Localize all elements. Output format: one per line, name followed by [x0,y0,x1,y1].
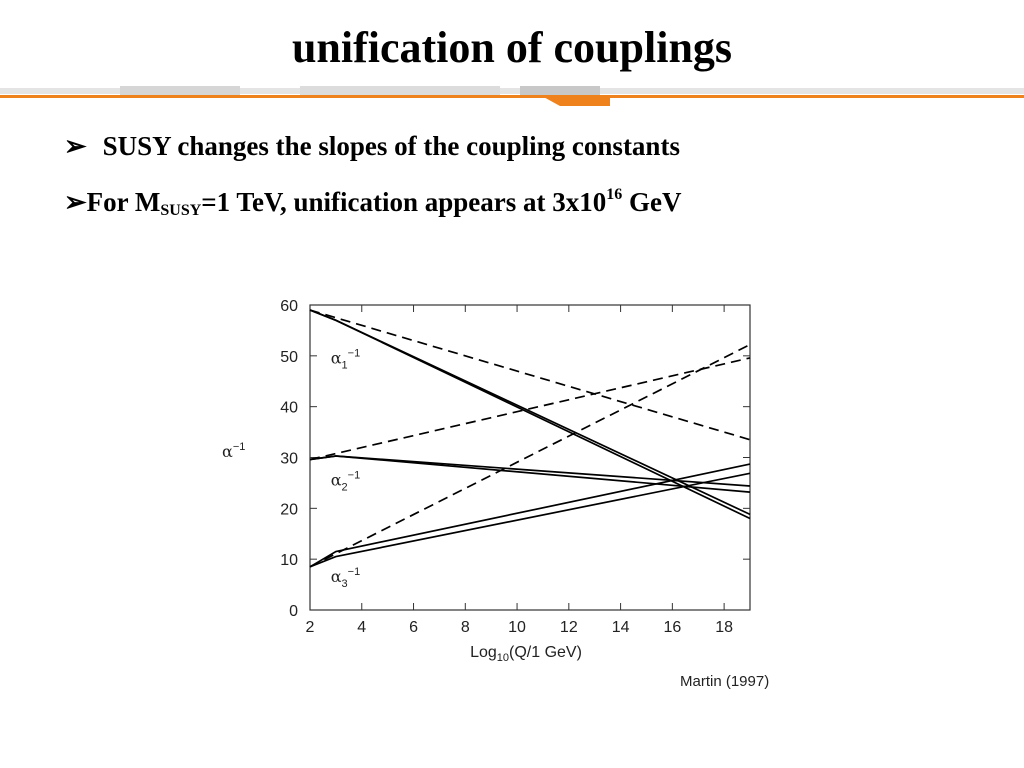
series-line-alpha1-solid [309,309,751,516]
y-tick-label: 50 [280,349,298,366]
series-line-alpha3-dashed [309,343,751,568]
series-label-alpha2: α2−1 [331,469,360,493]
y-tick-label: 40 [280,400,298,417]
series-line-alpha2-solid [309,455,751,487]
x-tick-label: 4 [357,619,366,636]
bullet-text: SUSY changes the slopes of the coupling … [102,131,680,161]
series-label-alpha1: α1−1 [331,347,360,371]
x-tick-label: 10 [508,619,526,636]
slide-title: unification of couplings [291,23,733,72]
bullet-susy-slopes: ➢ SUSY changes the slopes of the coupling… [64,131,680,162]
header-divider-banner [0,86,1024,106]
series-line-alpha3-solid [309,472,751,568]
x-tick-label: 12 [560,619,578,636]
orange-rule [0,95,1024,98]
y-tick-label: 30 [280,451,298,468]
plot-frame [309,304,751,611]
x-tick-label: 18 [715,619,733,636]
x-tick-label: 14 [612,619,630,636]
y-tick-label: 60 [280,298,298,315]
x-tick-label: 8 [461,619,470,636]
x-axis-label: Log10(Q/1 GeV) [470,644,582,664]
series-line-alpha2-dashed [309,357,751,461]
series-line-alpha1-dashed [309,309,751,441]
arrow-bullet-icon: ➢ [64,187,87,217]
chart-credit: Martin (1997) [680,673,769,690]
series-label-alpha3: α3−1 [331,566,360,590]
bullet-unification-scale: ➢For MSUSY=1 TeV, unification appears at… [64,186,682,219]
y-tick-label: 0 [289,603,298,620]
x-tick-label: 6 [409,619,418,636]
series-line-alpha3-solid [309,463,751,568]
y-tick-label: 20 [280,501,298,518]
y-tick-label: 10 [280,552,298,569]
x-tick-label: 16 [663,619,681,636]
x-tick-label: 2 [306,619,315,636]
coupling-unification-chart: 2 4 6 8 10 12 14 16 18 0 10 20 30 40 50 60 α1−1 α2−1 α3−1… [222,298,769,690]
y-axis-label: α−1 [222,441,245,461]
arrow-bullet-icon: ➢ [64,131,87,161]
